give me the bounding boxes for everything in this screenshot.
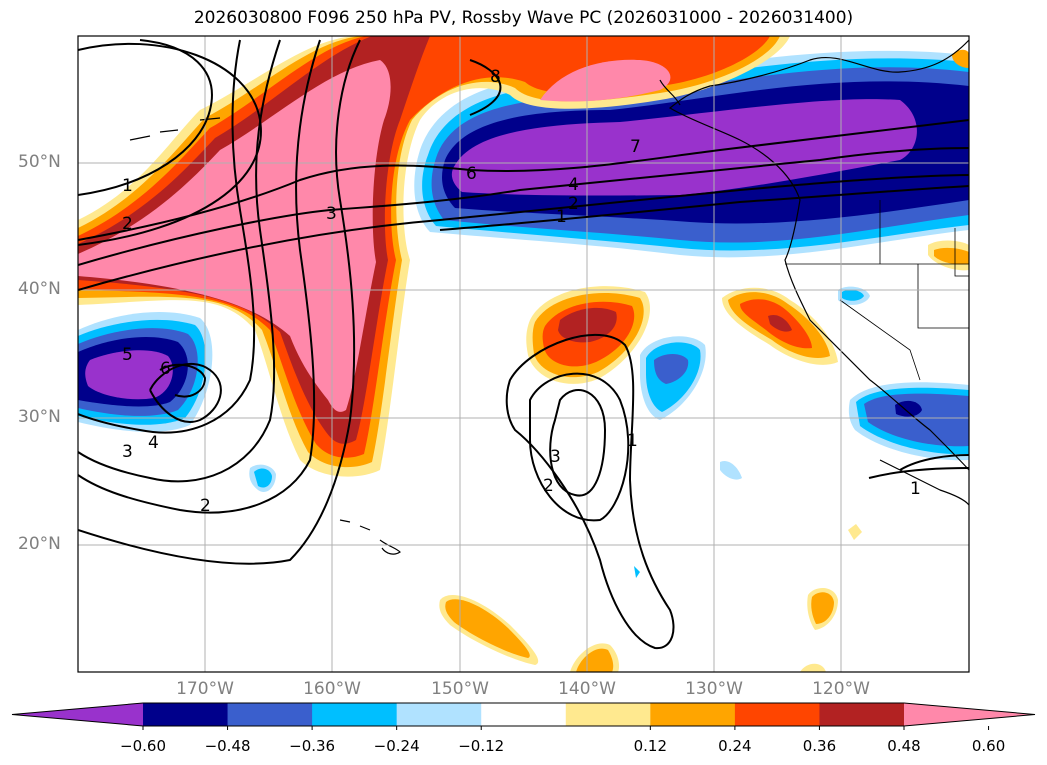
lon-label: 130°W [685, 679, 743, 699]
state-border-layer [785, 200, 969, 381]
contour-label: 3 [326, 204, 337, 224]
graticule [78, 36, 969, 672]
map-title: 2026030800 F096 250 hPa PV, Rossby Wave … [193, 8, 854, 28]
colorbar-tick-label: −0.48 [204, 737, 251, 755]
colorbar-tick-label: −0.24 [373, 737, 420, 755]
colorbar-extend-low [12, 703, 143, 726]
lon-label: 150°W [431, 679, 489, 699]
colorbar-tick-label: 0.48 [887, 737, 921, 755]
contour-label: 1 [122, 176, 133, 196]
lon-label: 120°W [812, 679, 870, 699]
coastline-layer [129, 39, 969, 555]
colorbar-tick-label: −0.60 [120, 737, 166, 755]
contour-label: 5 [122, 345, 133, 365]
contour-label: 7 [630, 137, 641, 157]
contour-label: 4 [568, 175, 579, 195]
contour-label: 3 [122, 442, 133, 462]
lat-label: 40°N [18, 279, 61, 299]
contour-label: 2 [543, 476, 554, 496]
colorbar-tick-label: −0.36 [289, 737, 336, 755]
colorbar-tick-label: 0.24 [718, 737, 752, 755]
colorbar-extend-high [904, 703, 1035, 726]
colorbar-tick-label: 0.36 [802, 737, 837, 755]
colorbar-segment [734, 703, 820, 726]
contour-label: 1 [910, 479, 921, 499]
colorbar-segment [227, 703, 313, 726]
colorbar-tick-label: 0.12 [633, 737, 668, 755]
contour-label: 6 [466, 164, 477, 184]
rossby-contour-layer [78, 39, 969, 650]
colorbar-segment [143, 703, 229, 726]
colorbar [11, 702, 1036, 730]
contour-label: 4 [148, 433, 159, 453]
contour-label-layer: 1 2 3 7 6 4 2 1 8 5 6 4 3 2 3 2 1 1 [122, 67, 921, 516]
colorbar-segment [565, 703, 651, 726]
map-frame [77, 35, 970, 673]
contour-label: 2 [122, 214, 133, 234]
lon-label: 140°W [558, 679, 616, 699]
lat-label: 30°N [18, 407, 61, 427]
contour-label: 2 [200, 496, 211, 516]
pv-fill-layer [78, 36, 969, 672]
colorbar-tick-label: −0.12 [458, 737, 505, 755]
colorbar-segment [650, 703, 736, 726]
lat-label: 20°N [18, 534, 61, 554]
colorbar-segment [481, 703, 567, 726]
contour-label: 3 [550, 447, 561, 467]
colorbar-segment [312, 703, 398, 726]
contour-label: 2 [568, 194, 579, 214]
contour-label: 1 [627, 431, 638, 451]
colorbar-tick-label: 0.60 [971, 737, 1006, 755]
contour-label: 8 [490, 67, 501, 87]
lat-label: 50°N [18, 152, 61, 172]
colorbar-segment [396, 703, 482, 726]
lon-label: 170°W [176, 679, 234, 699]
contour-label: 6 [160, 359, 171, 379]
lon-label: 160°W [303, 679, 361, 699]
contour-label: 1 [556, 207, 567, 227]
colorbar-segment [819, 703, 905, 726]
